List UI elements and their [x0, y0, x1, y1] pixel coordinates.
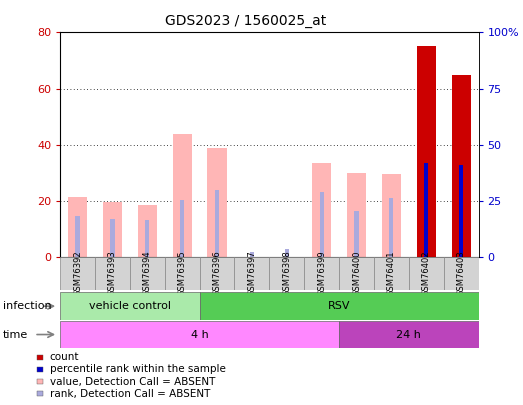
Text: GSM76394: GSM76394: [143, 251, 152, 296]
Bar: [459, 165, 463, 257]
Bar: [409, 257, 444, 290]
Bar: [444, 257, 479, 290]
Bar: [68, 197, 87, 257]
Bar: [60, 257, 95, 290]
Bar: [269, 257, 304, 290]
Bar: [424, 163, 428, 257]
Text: 4 h: 4 h: [191, 330, 209, 339]
Bar: [110, 219, 115, 257]
Bar: [103, 202, 122, 257]
Bar: [75, 215, 79, 257]
Bar: [312, 163, 331, 257]
Bar: [95, 257, 130, 290]
Bar: [200, 292, 479, 320]
Text: percentile rank within the sample: percentile rank within the sample: [50, 364, 225, 374]
Text: GSM76400: GSM76400: [352, 251, 361, 296]
Text: infection: infection: [3, 301, 51, 311]
Bar: [215, 190, 219, 257]
Text: GSM76392: GSM76392: [73, 251, 82, 296]
Bar: [180, 200, 184, 257]
Bar: [234, 257, 269, 290]
Bar: [355, 211, 359, 257]
Text: GSM76396: GSM76396: [212, 251, 222, 296]
Bar: [60, 321, 339, 348]
Bar: [130, 257, 165, 290]
Text: rank, Detection Call = ABSENT: rank, Detection Call = ABSENT: [50, 389, 210, 399]
Bar: [138, 205, 157, 257]
Text: GSM76393: GSM76393: [108, 251, 117, 296]
Text: GSM76401: GSM76401: [387, 251, 396, 296]
Text: GSM76402: GSM76402: [422, 251, 431, 296]
Bar: [347, 173, 366, 257]
Bar: [374, 257, 409, 290]
Text: vehicle control: vehicle control: [89, 301, 171, 311]
Bar: [173, 134, 192, 257]
Text: 24 h: 24 h: [396, 330, 421, 339]
Bar: [60, 292, 200, 320]
Text: GSM76403: GSM76403: [457, 251, 465, 296]
Bar: [382, 174, 401, 257]
Text: GSM76395: GSM76395: [178, 251, 187, 296]
Text: value, Detection Call = ABSENT: value, Detection Call = ABSENT: [50, 377, 215, 386]
Bar: [320, 192, 324, 257]
Bar: [145, 220, 150, 257]
Bar: [339, 321, 479, 348]
Bar: [285, 249, 289, 257]
Bar: [165, 257, 200, 290]
Bar: [451, 75, 471, 257]
Text: GDS2023 / 1560025_at: GDS2023 / 1560025_at: [165, 14, 326, 28]
Text: time: time: [3, 330, 28, 339]
Text: GSM76397: GSM76397: [247, 251, 256, 296]
Bar: [208, 147, 226, 257]
Text: count: count: [50, 352, 79, 362]
Text: GSM76399: GSM76399: [317, 251, 326, 296]
Bar: [389, 198, 393, 257]
Bar: [339, 257, 374, 290]
Bar: [304, 257, 339, 290]
Bar: [417, 47, 436, 257]
Text: RSV: RSV: [328, 301, 350, 311]
Text: GSM76398: GSM76398: [282, 251, 291, 296]
Bar: [200, 257, 234, 290]
Bar: [250, 252, 254, 257]
